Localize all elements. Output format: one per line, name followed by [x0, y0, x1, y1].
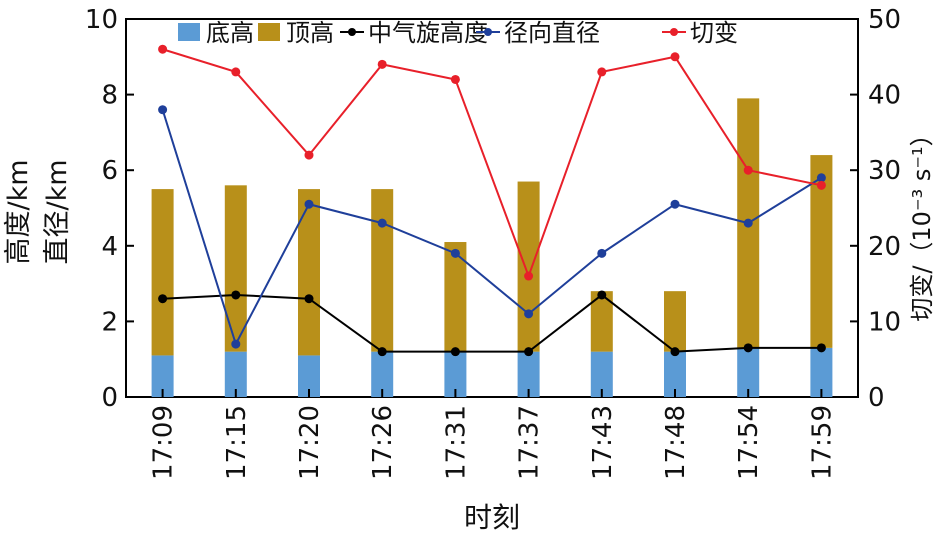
point-meso-height-1743 — [597, 290, 607, 300]
legend-label-shear: 切变 — [690, 19, 738, 47]
bar-bottom-1737 — [517, 351, 540, 397]
lines-layer — [158, 44, 826, 357]
x-tick-label: 17:48 — [661, 405, 691, 480]
bar-top-1715 — [224, 185, 247, 352]
x-tick-label: 17:31 — [441, 405, 471, 480]
bar-bottom-1759 — [810, 347, 833, 397]
bar-bottom-1743 — [590, 351, 613, 397]
x-tick-label: 17:43 — [588, 405, 618, 480]
point-shear-1709 — [158, 44, 168, 54]
bar-top-1743 — [590, 291, 613, 352]
legend-label-bottom: 底高 — [206, 19, 254, 47]
point-meso-height-1709 — [158, 294, 168, 304]
point-meso-height-1731 — [450, 347, 460, 357]
axis-titles: 高度/km 直径/km 切变/（10⁻³ s⁻¹） 时刻 — [3, 122, 936, 534]
point-meso-height-1715 — [231, 290, 241, 300]
y-axis-left-title-2: 直径/km — [42, 159, 73, 264]
y-right-tick-label: 40 — [868, 81, 901, 111]
y-left-tick-label: 6 — [101, 156, 118, 186]
point-meso-height-1754 — [743, 343, 753, 353]
point-radial-diameter-1715 — [231, 339, 241, 349]
legend-label-top: 顶高 — [286, 19, 334, 47]
y-right-tick-label: 10 — [868, 307, 901, 337]
x-tick-label: 17:37 — [515, 405, 545, 480]
x-tick-label: 17:54 — [734, 405, 764, 480]
point-radial-diameter-1743 — [597, 248, 607, 258]
point-shear-1731 — [450, 74, 460, 84]
point-meso-height-1737 — [524, 347, 534, 357]
series-line-shear — [162, 48, 822, 279]
bar-bottom-1731 — [444, 351, 467, 397]
point-radial-diameter-1720 — [304, 199, 314, 209]
bar-bottom-1720 — [298, 355, 320, 397]
y-left-tick-label: 2 — [101, 307, 118, 337]
point-radial-diameter-1748 — [670, 199, 680, 209]
bar-top-1720 — [298, 189, 320, 356]
point-shear-1726 — [377, 59, 387, 69]
x-tick-label: 17:09 — [149, 405, 179, 480]
plot-frame — [125, 18, 859, 398]
legend-marker-shear — [670, 28, 678, 36]
x-tick-label: 17:26 — [368, 405, 398, 480]
point-shear-1759 — [816, 180, 826, 190]
point-shear-1715 — [231, 67, 241, 77]
bar-top-1726 — [371, 189, 394, 352]
legend-marker-meso — [348, 28, 356, 36]
legend: 底高 顶高 中气旋高度 径向直径 切变 — [178, 19, 738, 47]
point-shear-1748 — [670, 52, 680, 62]
y-axis-right-title: 切变/（10⁻³ s⁻¹） — [908, 122, 936, 321]
bar-top-1748 — [664, 291, 686, 352]
point-shear-1737 — [524, 271, 534, 281]
y-axis-left-title-1: 高度/km — [3, 159, 34, 264]
x-tick-label: 17:20 — [295, 405, 325, 480]
bar-top-1709 — [151, 189, 174, 356]
series-line-radial-diameter — [161, 109, 822, 347]
point-shear-1754 — [743, 165, 753, 175]
point-radial-diameter-1731 — [450, 248, 460, 258]
legend-swatch-bottom — [178, 23, 200, 41]
bar-bottom-1726 — [371, 351, 394, 397]
series-line-meso-height — [162, 293, 822, 353]
bar-bottom-1748 — [664, 351, 686, 397]
point-meso-height-1748 — [670, 347, 680, 357]
axes-layer: 0 2 4 6 8 10 0 10 20 30 40 50 17:09 17:15 17:20 17:26 17… — [85, 5, 901, 480]
bar-bottom-1754 — [737, 347, 760, 397]
y-left-tick-label: 0 — [101, 383, 118, 413]
point-meso-height-1720 — [304, 294, 314, 304]
bar-top-1759 — [810, 155, 833, 348]
legend-marker-radial — [484, 28, 492, 36]
y-right-tick-label: 20 — [868, 232, 901, 262]
bar-bottom-1715 — [224, 351, 247, 397]
legend-label-meso: 中气旋高度 — [368, 19, 488, 47]
y-right-tick-label: 30 — [868, 156, 901, 186]
point-radial-diameter-1759 — [816, 173, 826, 183]
y-right-tick-label: 0 — [868, 383, 885, 413]
legend-label-radial: 径向直径 — [504, 19, 600, 47]
point-radial-diameter-1709 — [158, 105, 168, 115]
point-meso-height-1759 — [816, 343, 826, 353]
point-shear-1720 — [304, 150, 314, 160]
point-radial-diameter-1754 — [743, 218, 753, 228]
y-right-tick-label: 50 — [868, 5, 901, 35]
point-radial-diameter-1737 — [524, 309, 534, 319]
point-meso-height-1726 — [377, 347, 387, 357]
bar-top-1737 — [517, 181, 540, 352]
legend-swatch-top — [258, 23, 280, 41]
point-shear-1743 — [597, 67, 607, 77]
x-tick-label: 17:15 — [222, 405, 252, 480]
y-left-tick-label: 4 — [101, 232, 118, 262]
y-left-tick-label: 8 — [101, 81, 118, 111]
bar-bottom-1709 — [151, 355, 174, 397]
y-left-tick-label: 10 — [85, 5, 118, 35]
point-radial-diameter-1726 — [377, 218, 387, 228]
x-tick-label: 17:59 — [807, 405, 837, 480]
bar-top-1731 — [444, 242, 467, 352]
x-axis-title: 时刻 — [464, 501, 520, 534]
